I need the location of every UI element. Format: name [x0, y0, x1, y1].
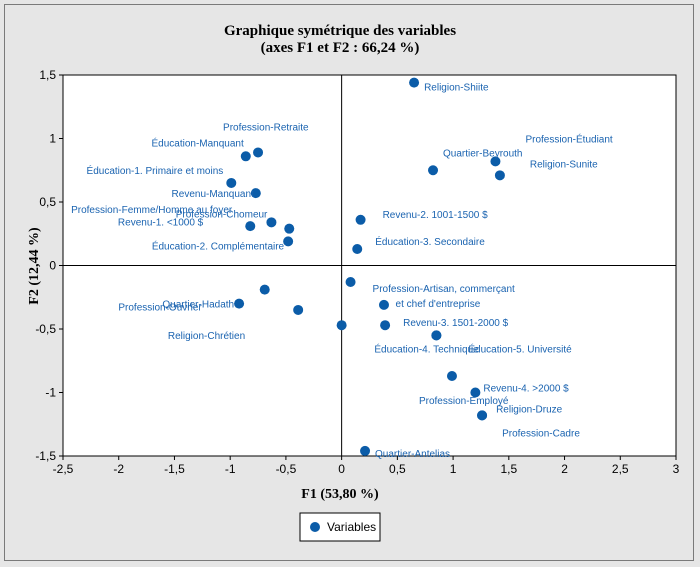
point-label: Éducation-5. Université — [468, 342, 572, 355]
y-tick-label: 1 — [49, 132, 56, 146]
data-point — [345, 277, 356, 288]
data-point — [380, 320, 391, 331]
data-point — [490, 156, 501, 167]
point-label: Profession-Employé — [419, 396, 509, 407]
x-tick-label: -1 — [225, 462, 236, 476]
data-point — [352, 243, 363, 254]
legend-marker — [310, 522, 320, 532]
x-tick-label: 1 — [450, 462, 457, 476]
data-point — [245, 221, 256, 232]
point-label: Profession-Étudiant — [525, 132, 612, 145]
y-tick-label: -1,5 — [35, 449, 56, 463]
x-tick-label: -0,5 — [276, 462, 297, 476]
y-axis-ticks: 1,5 1 0,5 0 -0,5 -1 -1,5 — [35, 68, 63, 463]
data-point — [360, 445, 371, 456]
x-tick-label: -1,5 — [164, 462, 185, 476]
data-point — [240, 151, 251, 162]
x-tick-label: 0 — [338, 462, 345, 476]
data-point — [378, 299, 389, 310]
y-tick-label: -0,5 — [35, 322, 56, 336]
point-label: Religion-Sunite — [530, 159, 598, 170]
legend-box — [299, 512, 381, 542]
x-tick-label: 3 — [673, 462, 680, 476]
chart-frame — [4, 4, 694, 561]
point-label: Revenu-1. <1000 $ — [118, 218, 204, 229]
point-label: Profession-Ouvrier — [118, 303, 202, 314]
point-label: Profession-Artisan, commerçant — [373, 284, 515, 295]
point-label: Profession-Retraite — [223, 122, 309, 133]
y-tick-label: 1,5 — [39, 68, 56, 82]
data-point — [293, 304, 304, 315]
data-point — [250, 188, 261, 199]
data-point — [446, 370, 457, 381]
data-point — [234, 298, 245, 309]
point-label: Éducation-1. Primaire et moins — [87, 164, 224, 177]
point-label: Quartier-Beyrouth — [443, 148, 522, 159]
data-point — [336, 320, 347, 331]
data-point — [477, 410, 488, 421]
x-axis-ticks: -2,5 -2 -1,5 -1 -0,5 0 0,5 1 1,5 2 2,5 3 — [53, 456, 680, 476]
point-label: Quartier-Hadath — [162, 300, 234, 311]
x-tick-label: -2 — [113, 462, 124, 476]
point-label: Profession-Femme/Homme au foyer — [71, 205, 233, 216]
data-points: Religion-Shiite Profession-Étudiant Religi… — [71, 77, 613, 460]
x-tick-label: 2 — [561, 462, 568, 476]
y-tick-label: -1 — [45, 386, 56, 400]
data-point — [494, 170, 505, 181]
data-point — [431, 330, 442, 341]
data-point — [226, 177, 237, 188]
data-point — [283, 236, 294, 247]
point-label: Revenu-3. 1501-2000 $ — [403, 318, 509, 329]
data-point — [355, 214, 366, 225]
point-label: Revenu-Manquant — [172, 189, 254, 200]
data-point — [259, 284, 270, 295]
data-point — [470, 387, 481, 398]
legend: Variables — [299, 512, 381, 542]
point-label: Éducation-4. Technique — [374, 342, 479, 355]
point-label: Quartier-Antelias — [375, 449, 450, 460]
data-point — [284, 223, 295, 234]
y-axis-title: F2 (12,44 %) — [27, 227, 42, 305]
data-point — [266, 217, 277, 228]
point-label: et chef d'entreprise — [396, 299, 481, 310]
point-label: Religion-Chrétien — [168, 331, 245, 342]
y-tick-label: 0 — [49, 259, 56, 273]
point-label: Religion-Druze — [496, 404, 563, 415]
point-label: Profession-Chomeur — [176, 209, 268, 220]
point-label: Revenu-2. 1001-1500 $ — [383, 210, 489, 221]
x-axis-title: F1 (53,80 %) — [301, 487, 379, 502]
data-point — [253, 147, 264, 158]
x-tick-label: 1,5 — [500, 462, 517, 476]
y-tick-label: 0,5 — [39, 195, 56, 209]
point-label: Éducation-2. Complémentaire — [152, 239, 285, 252]
point-label: Profession-Cadre — [502, 428, 580, 439]
chart-subtitle: (axes F1 et F2 : 66,24 %) — [261, 40, 420, 56]
x-tick-label: 2,5 — [612, 462, 629, 476]
chart-title: Graphique symétrique des variables — [224, 23, 456, 39]
legend-label: Variables — [327, 520, 376, 534]
point-label: Religion-Shiite — [424, 83, 489, 94]
data-point — [428, 165, 439, 176]
point-label: Éducation-Manquant — [151, 136, 244, 149]
point-label: Revenu-4. >2000 $ — [483, 384, 569, 395]
data-point — [409, 77, 420, 88]
x-tick-label: -2,5 — [53, 462, 74, 476]
x-tick-label: 0,5 — [389, 462, 406, 476]
point-label: Éducation-3. Secondaire — [375, 235, 485, 248]
